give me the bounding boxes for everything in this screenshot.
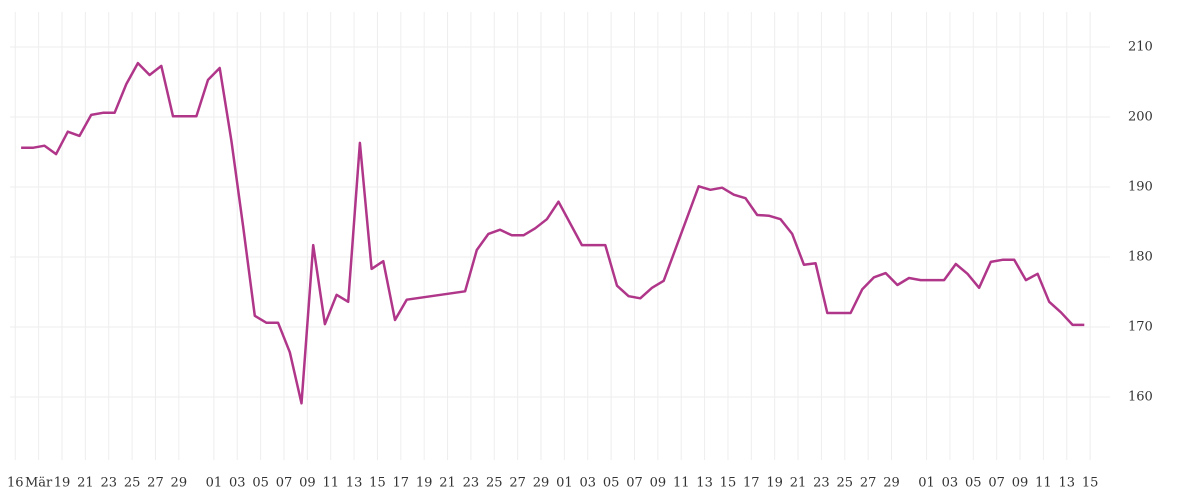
y-tick-label: 180 [1128,250,1153,265]
y-tick-label: 210 [1128,40,1153,55]
x-tick-label: 27 [147,476,164,491]
x-tick-label: 27 [860,476,877,491]
x-tick-label: 03 [579,476,596,491]
x-tick-label: 05 [965,476,982,491]
x-tick-label: 19 [766,476,783,491]
x-tick-label: 11 [322,476,339,491]
x-tick-label: 07 [626,476,643,491]
y-tick-label: 190 [1128,180,1153,195]
x-tick-label: 11 [673,476,690,491]
x-tick-label: 21 [439,476,456,491]
x-tick-label: 09 [299,476,316,491]
x-tick-label: 19 [416,476,433,491]
x-tick-label: 11 [1035,476,1052,491]
x-tick-label: 29 [171,476,188,491]
x-tick-label: 21 [790,476,807,491]
x-tick-label: 29 [883,476,900,491]
x-tick-label: 03 [942,476,959,491]
x-tick-label: 13 [346,476,363,491]
y-tick-label: 200 [1128,110,1153,125]
x-tick-label: 17 [743,476,760,491]
x-tick-label: 15 [1082,476,1099,491]
x-tick-label: 21 [77,476,94,491]
x-tick-label: 09 [1012,476,1029,491]
x-tick-label: 01 [556,476,573,491]
x-tick-label: 05 [252,476,269,491]
x-tick-label: 25 [837,476,854,491]
x-tick-label: 13 [696,476,713,491]
x-tick-label: 17 [393,476,410,491]
y-tick-label: 170 [1128,320,1153,335]
x-tick-label: 15 [720,476,737,491]
x-tick-label: 05 [603,476,620,491]
x-tick-label: 09 [650,476,667,491]
x-tick-label: 01 [206,476,223,491]
line [21,61,1085,405]
x-tick-label: 25 [124,476,141,491]
x-tick-label: 25 [486,476,503,491]
x-tick-label: 29 [533,476,550,491]
x-tick-label: 23 [463,476,480,491]
y-tick-label: 160 [1128,390,1153,405]
x-tick-label: 15 [369,476,386,491]
x-tick-label: 19 [54,476,71,491]
x-tick-label: 03 [229,476,246,491]
x-tick-label: 07 [276,476,293,491]
x-tick-label: 27 [509,476,526,491]
x-tick-label: 23 [100,476,117,491]
x-tick-label: Mär [25,476,53,491]
x-tick-label: 23 [813,476,830,491]
x-tick-label: 01 [918,476,935,491]
x-tick-label: 13 [1058,476,1075,491]
x-tick-label: 16 [7,476,24,491]
x-tick-label: 07 [988,476,1005,491]
